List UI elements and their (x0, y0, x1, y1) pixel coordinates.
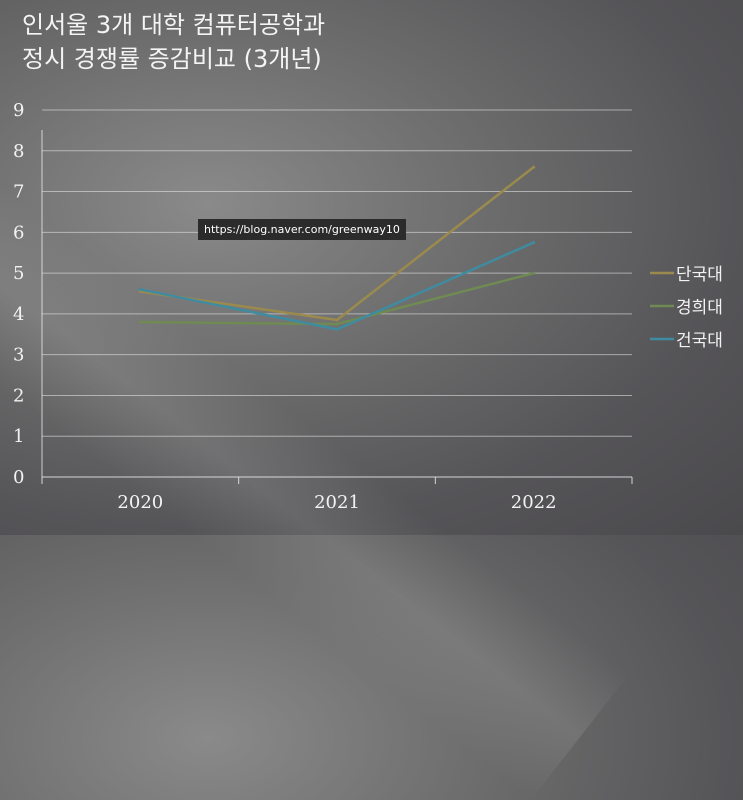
y-tick-label-5: 5 (13, 263, 24, 284)
legend-label-2: 경희대 (676, 298, 723, 318)
data-point-3-2022 (532, 241, 536, 245)
series-line-2 (140, 271, 534, 326)
y-tick-label-3: 3 (13, 345, 24, 366)
x-tick-label-2022: 2022 (511, 492, 557, 513)
blog-url-watermark: https://blog.naver.com/greenway10 (198, 219, 406, 240)
legend-label-1: 단국대 (676, 265, 723, 285)
y-tick-label-2: 2 (13, 385, 24, 406)
x-tick-label-2020: 2020 (117, 492, 163, 513)
series-line-3 (140, 241, 535, 331)
chart-title: 인서울 3개 대학 컴퓨터공학과 정시 경쟁률 증감비교 (3개년) (22, 8, 325, 76)
legend-label-3: 건국대 (676, 331, 723, 351)
series-line-1 (140, 166, 535, 322)
data-point-3-2021 (335, 327, 339, 331)
data-point-2-2020 (138, 320, 142, 324)
data-point-3-2020 (138, 287, 142, 291)
y-tick-label-0: 0 (13, 467, 24, 488)
y-tick-label-1: 1 (13, 426, 24, 447)
data-point-1-2022 (532, 165, 536, 169)
data-point-2-2022 (532, 271, 536, 275)
y-tick-label-6: 6 (13, 222, 24, 243)
y-tick-label-8: 8 (13, 141, 24, 162)
y-tick-label-4: 4 (13, 304, 24, 325)
y-tick-label-7: 7 (13, 182, 24, 203)
chart-title-line2: 정시 경쟁률 증감비교 (3개년) (22, 45, 322, 73)
chart-title-line1: 인서울 3개 대학 컴퓨터공학과 (22, 11, 326, 39)
x-tick-label-2021: 2021 (314, 492, 360, 513)
y-tick-label-9: 9 (13, 100, 24, 121)
data-point-2-2021 (335, 322, 339, 326)
data-point-1-2021 (335, 318, 339, 322)
